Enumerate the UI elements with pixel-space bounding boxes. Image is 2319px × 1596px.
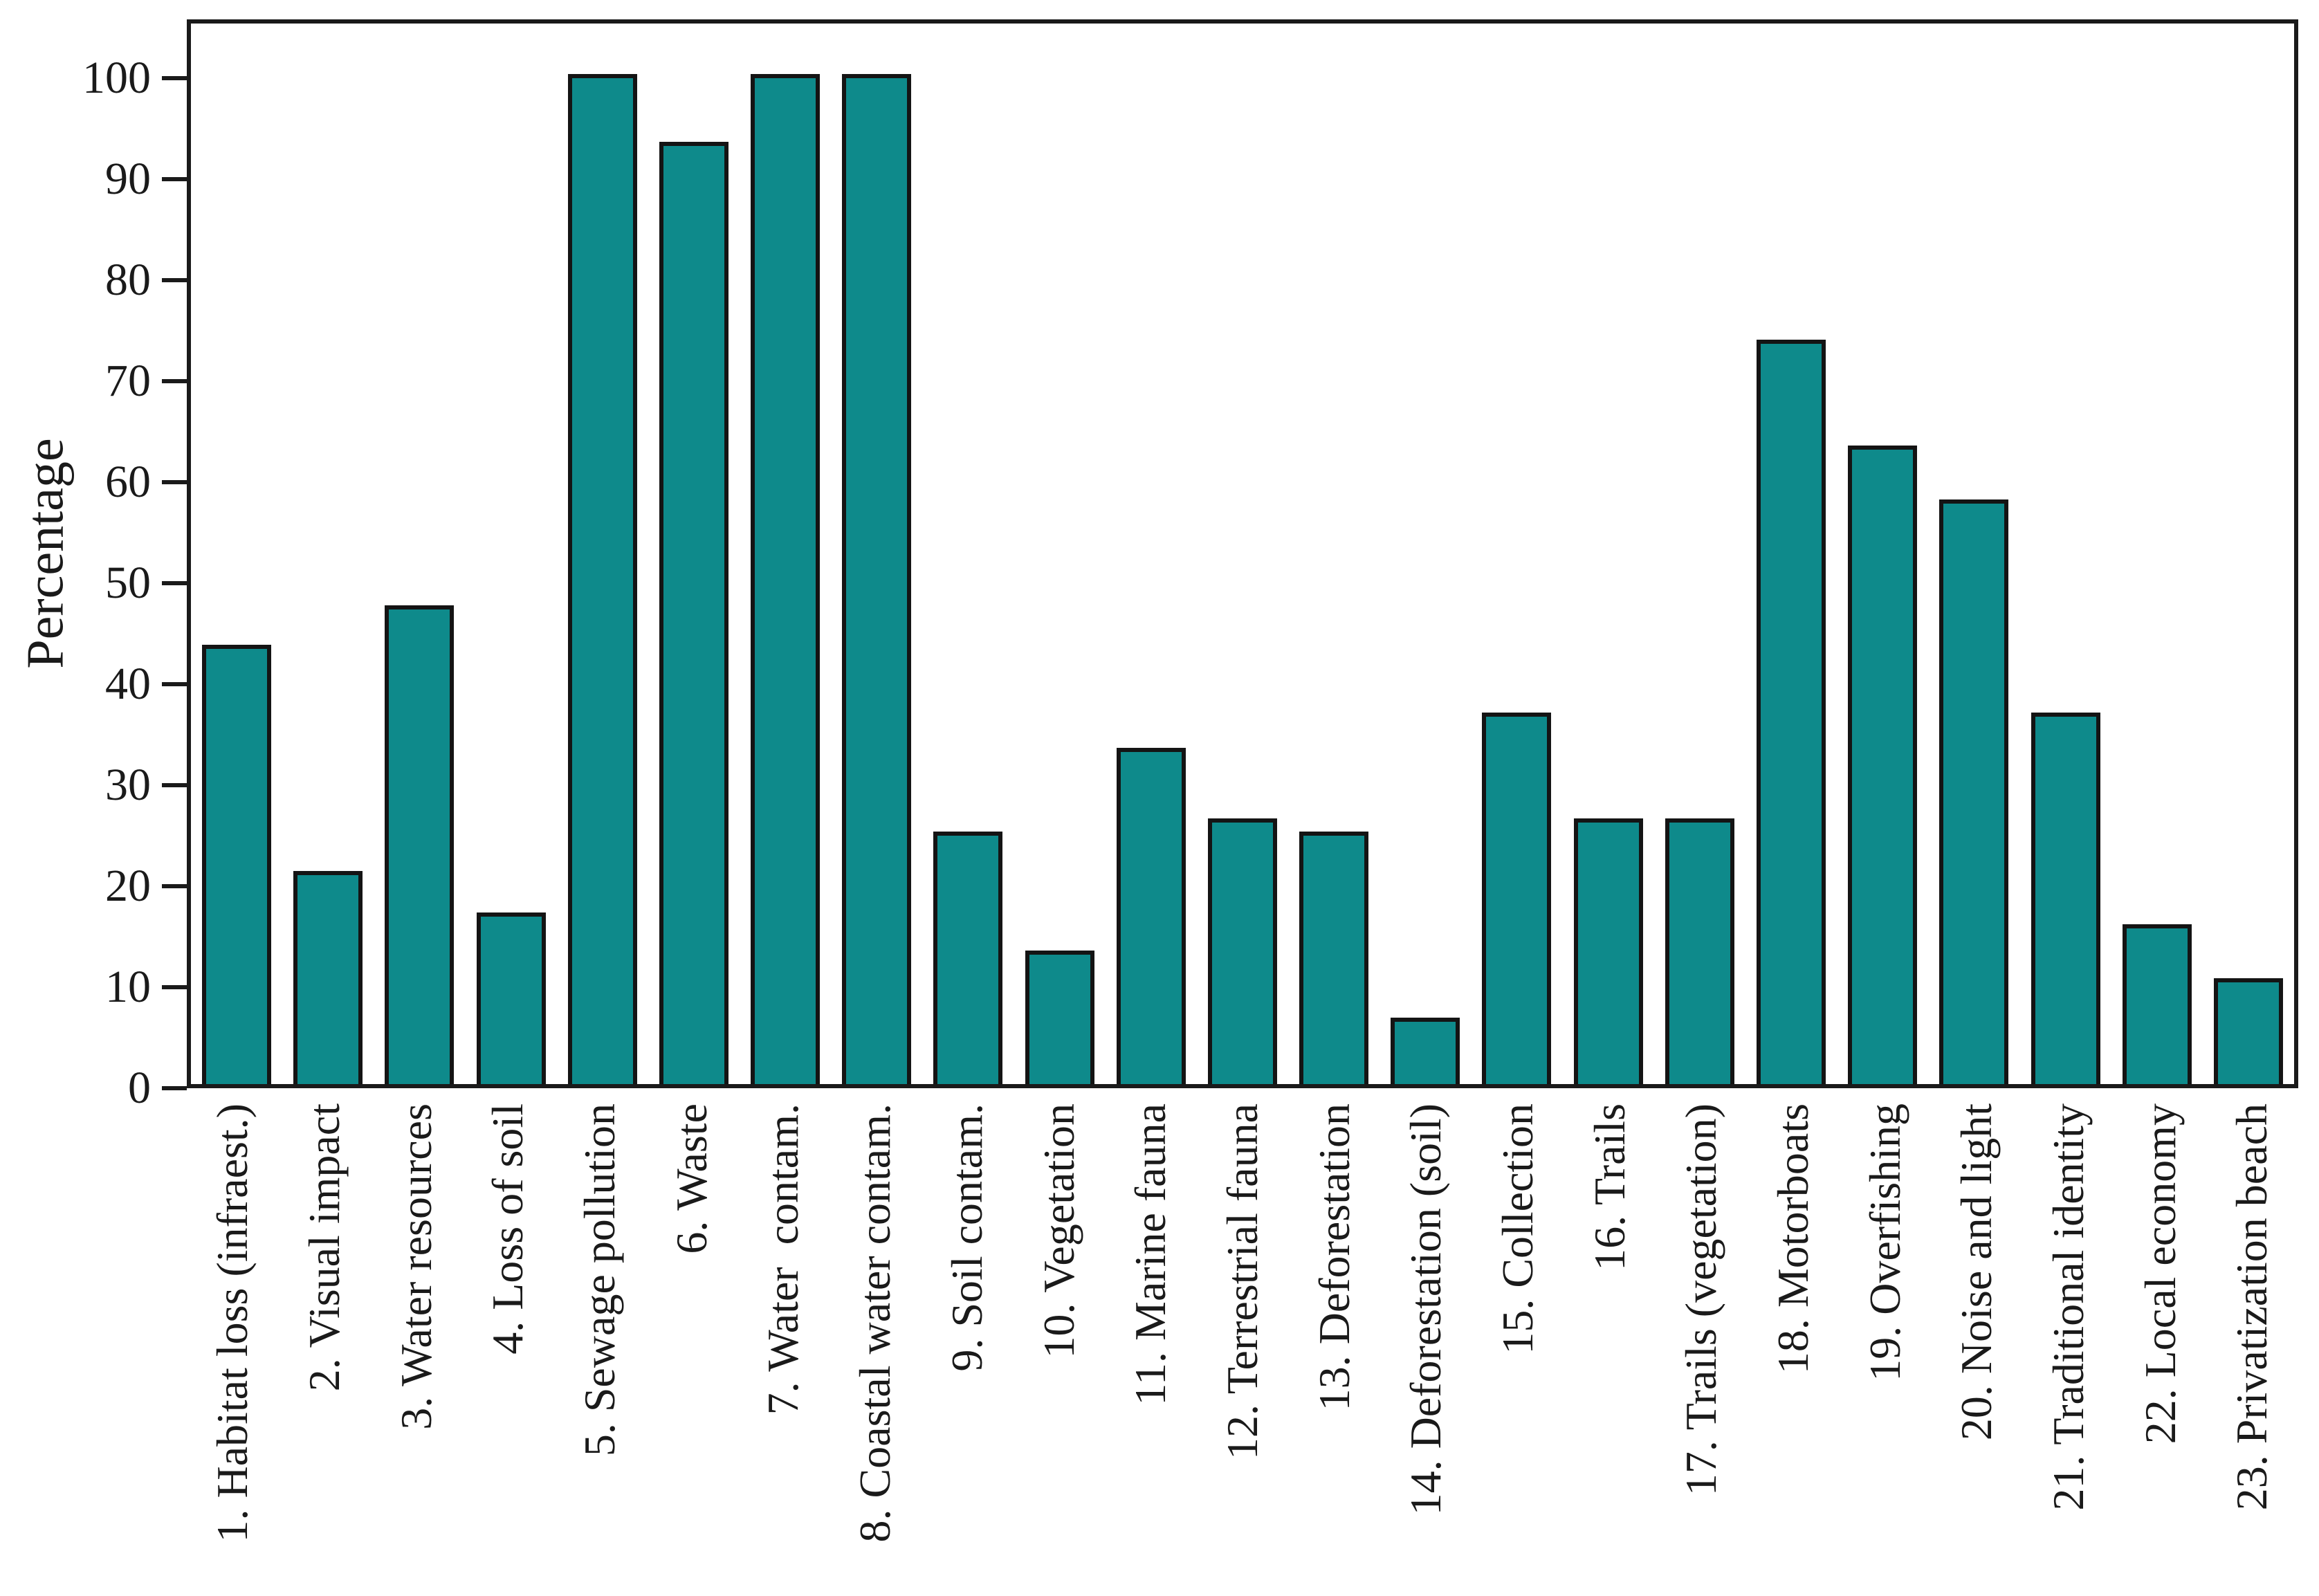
x-category-label: 21. Traditional identity bbox=[2044, 1103, 2093, 1511]
bar-17 bbox=[1665, 818, 1734, 1084]
x-category-label: 6. Waste bbox=[666, 1103, 716, 1254]
x-label-cell: 23. Privatization beach bbox=[2206, 1103, 2298, 1596]
bar-21 bbox=[2031, 712, 2100, 1084]
x-category-label: 18. Motorboats bbox=[1768, 1103, 1818, 1375]
x-label-cell: 14. Deforestation (soil) bbox=[1380, 1103, 1472, 1596]
x-category-label: 4. Loss of soil bbox=[483, 1103, 533, 1355]
y-tick-label: 80 bbox=[105, 255, 151, 305]
y-tick-mark bbox=[162, 177, 187, 181]
x-category-label: 19. Overfishing bbox=[1860, 1103, 1909, 1382]
bar-15 bbox=[1482, 712, 1552, 1084]
y-tick-label: 90 bbox=[105, 154, 151, 204]
y-tick-label: 0 bbox=[128, 1063, 151, 1113]
y-tick-label: 40 bbox=[105, 659, 151, 709]
x-label-cell: 5. Sewage pollution bbox=[554, 1103, 645, 1596]
x-label-cell: 21. Traditional identity bbox=[2023, 1103, 2114, 1596]
x-label-cell: 22. Local economy bbox=[2115, 1103, 2206, 1596]
plot-area bbox=[187, 19, 2298, 1088]
y-tick-mark bbox=[162, 985, 187, 989]
x-category-label: 16. Trails bbox=[1584, 1103, 1634, 1271]
y-tick-mark bbox=[162, 1086, 187, 1090]
x-label-cell: 10. Vegetation bbox=[1014, 1103, 1105, 1596]
y-tick-label: 60 bbox=[105, 457, 151, 507]
x-category-label: 9. Soil contam. bbox=[942, 1103, 991, 1372]
x-category-label: 23. Privatization beach bbox=[2227, 1103, 2277, 1511]
x-category-label: 22. Local economy bbox=[2135, 1103, 2185, 1444]
bar-6 bbox=[659, 141, 728, 1084]
x-label-cell: 15. Collection bbox=[1472, 1103, 1564, 1596]
x-category-label: 12. Terrestrial fauna bbox=[1217, 1103, 1267, 1460]
x-label-cell: 11. Marine fauna bbox=[1105, 1103, 1196, 1596]
x-label-cell: 1. Habitat loss (infraest.) bbox=[187, 1103, 278, 1596]
y-tick-mark bbox=[162, 682, 187, 686]
x-category-label: 1. Habitat loss (infraest.) bbox=[208, 1103, 257, 1543]
bar-8 bbox=[842, 74, 912, 1084]
bar-13 bbox=[1299, 832, 1369, 1084]
x-label-cell: 3. Water resources bbox=[371, 1103, 462, 1596]
bar-23 bbox=[2213, 978, 2283, 1084]
bar-2 bbox=[293, 870, 363, 1084]
x-category-label: 2. Visual impact bbox=[300, 1103, 349, 1392]
y-tick-mark bbox=[162, 480, 187, 484]
bar-4 bbox=[476, 912, 546, 1084]
x-category-label: 5. Sewage pollution bbox=[575, 1103, 625, 1457]
y-tick-label: 20 bbox=[105, 861, 151, 911]
y-tick-label: 10 bbox=[105, 962, 151, 1012]
x-category-label: 15. Collection bbox=[1492, 1103, 1542, 1355]
y-tick-label: 30 bbox=[105, 760, 151, 810]
x-label-cell: 18. Motorboats bbox=[1748, 1103, 1839, 1596]
bar-7 bbox=[751, 74, 821, 1084]
y-axis: 0 10 20 30 40 50 60 70 80 90 100 bbox=[0, 19, 187, 1111]
x-axis-labels: 1. Habitat loss (infraest.) 2. Visual imp… bbox=[187, 1103, 2298, 1596]
y-tick-label: 100 bbox=[82, 53, 151, 103]
x-label-cell: 20. Noise and light bbox=[1931, 1103, 2022, 1596]
bar-1 bbox=[202, 644, 272, 1084]
x-label-cell: 13. Deforestation bbox=[1289, 1103, 1380, 1596]
x-category-label: 13. Deforestation bbox=[1309, 1103, 1359, 1411]
y-tick-mark bbox=[162, 76, 187, 80]
y-tick-mark bbox=[162, 884, 187, 888]
bar-series bbox=[191, 24, 2294, 1084]
bar-5 bbox=[567, 74, 637, 1084]
bar-11 bbox=[1116, 747, 1186, 1084]
x-category-label: 8. Coastal water contam. bbox=[850, 1103, 900, 1543]
x-category-label: 10. Vegetation bbox=[1034, 1103, 1083, 1359]
y-tick-mark bbox=[162, 581, 187, 585]
x-category-label: 11. Marine fauna bbox=[1126, 1103, 1175, 1406]
x-category-label: 17. Trails (vegetation) bbox=[1676, 1103, 1726, 1496]
bar-12 bbox=[1207, 818, 1277, 1084]
bar-14 bbox=[1391, 1017, 1460, 1084]
y-tick-label: 70 bbox=[105, 356, 151, 406]
bar-18 bbox=[1757, 339, 1826, 1084]
x-label-cell: 4. Loss of soil bbox=[462, 1103, 553, 1596]
x-label-cell: 7. Water contam. bbox=[737, 1103, 829, 1596]
bar-22 bbox=[2122, 924, 2192, 1084]
x-category-label: 3. Water resources bbox=[391, 1103, 441, 1430]
x-label-cell: 8. Coastal water contam. bbox=[829, 1103, 921, 1596]
y-tick-mark bbox=[162, 278, 187, 282]
bar-9 bbox=[933, 832, 1003, 1084]
y-tick-mark bbox=[162, 379, 187, 383]
x-label-cell: 17. Trails (vegetation) bbox=[1656, 1103, 1747, 1596]
bar-19 bbox=[1848, 446, 1918, 1084]
x-category-label: 14. Deforestation (soil) bbox=[1401, 1103, 1451, 1516]
bar-3 bbox=[385, 605, 455, 1084]
x-label-cell: 19. Overfishing bbox=[1840, 1103, 1931, 1596]
y-tick-mark bbox=[162, 783, 187, 787]
x-label-cell: 6. Waste bbox=[646, 1103, 737, 1596]
bar-16 bbox=[1573, 818, 1643, 1084]
y-tick-label: 50 bbox=[105, 558, 151, 608]
x-label-cell: 2. Visual impact bbox=[279, 1103, 370, 1596]
x-label-cell: 9. Soil contam. bbox=[922, 1103, 1013, 1596]
x-category-label: 20. Noise and light bbox=[1952, 1103, 2001, 1441]
x-category-label: 7. Water contam. bbox=[758, 1103, 808, 1415]
x-label-cell: 16. Trails bbox=[1564, 1103, 1656, 1596]
bar-20 bbox=[1939, 499, 2009, 1084]
bar-10 bbox=[1025, 951, 1094, 1084]
x-label-cell: 12. Terrestrial fauna bbox=[1197, 1103, 1288, 1596]
